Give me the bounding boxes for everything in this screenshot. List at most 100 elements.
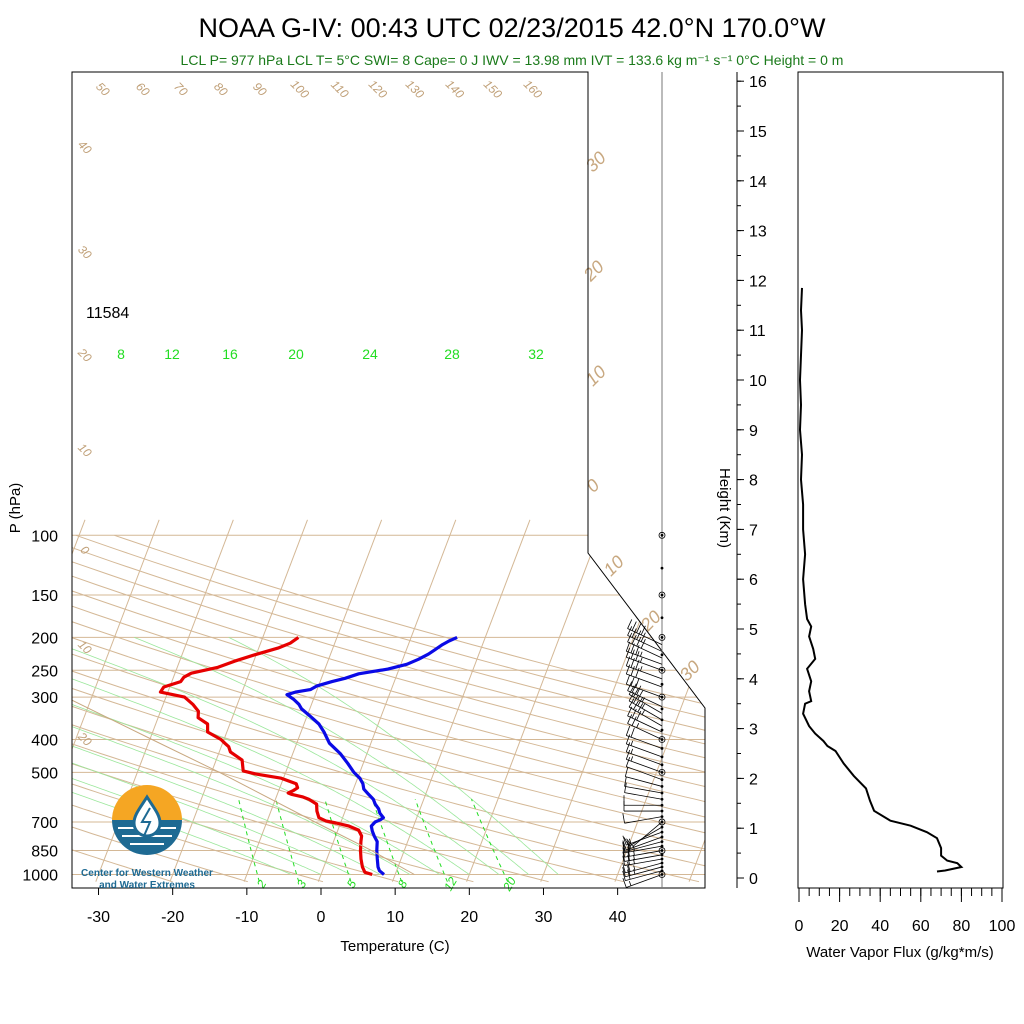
isotherm-line bbox=[614, 519, 705, 882]
wind-barb bbox=[628, 691, 663, 721]
wind-barb-flag bbox=[631, 634, 637, 645]
flux-tick-label: 80 bbox=[953, 918, 971, 935]
height-tick-label: 0 bbox=[749, 871, 758, 888]
wind-barb-flag bbox=[627, 846, 630, 857]
dry-adiabat-label: 10 bbox=[600, 552, 628, 580]
logo-drop-icon bbox=[132, 794, 162, 838]
wind-barb-flag bbox=[623, 837, 630, 847]
moist-adiabat-line bbox=[72, 647, 381, 875]
isotherm-label: 60 bbox=[133, 79, 153, 99]
mixing-ratio-label: 20 bbox=[500, 874, 519, 894]
wind-barb-half-flag bbox=[630, 756, 634, 762]
dry-adiabat-line bbox=[114, 534, 705, 883]
wind-level-dot bbox=[660, 636, 664, 639]
wind-level-dot bbox=[660, 857, 664, 861]
pressure-tick-label: 300 bbox=[31, 690, 58, 707]
moist-adiabat-line bbox=[72, 637, 470, 875]
isotherm-label: 30 bbox=[75, 242, 95, 262]
wind-barb-staff bbox=[624, 785, 663, 794]
skew-t-sounding-lines bbox=[72, 635, 458, 877]
height-tick-label: 1 bbox=[749, 821, 758, 838]
wind-barb bbox=[628, 685, 663, 714]
isotherm-line bbox=[169, 519, 308, 882]
wind-barb-staff bbox=[626, 735, 663, 749]
wind-barb-flag bbox=[631, 716, 637, 726]
dry-adiabat-line bbox=[72, 534, 549, 883]
dry-adiabat-label: 30 bbox=[582, 148, 610, 176]
wind-barb-staff bbox=[627, 715, 663, 733]
wind-barb-flag bbox=[624, 766, 629, 777]
flux-tick-label: 20 bbox=[831, 918, 849, 935]
mixing-ratio-label: 20 bbox=[288, 346, 304, 362]
wind-level-dot bbox=[660, 616, 664, 620]
pressure-tick-label: 500 bbox=[31, 765, 58, 782]
isotherm-line bbox=[317, 519, 457, 882]
chart-title: NOAA G-IV: 00:43 UTC 02/23/2015 42.0°N 1… bbox=[199, 13, 826, 43]
height-annotation: 11584 bbox=[86, 305, 129, 322]
flux-line bbox=[798, 287, 964, 873]
pressure-tick-label: 250 bbox=[31, 663, 58, 680]
wind-barb bbox=[625, 725, 663, 749]
wind-barb bbox=[625, 647, 663, 671]
wind-barb-flag bbox=[622, 835, 627, 846]
wind-barb-flag bbox=[633, 694, 639, 704]
wind-barb-half-flag bbox=[628, 838, 632, 844]
wind-barb-half-flag bbox=[630, 748, 634, 754]
wind-barb-staff bbox=[624, 854, 663, 862]
wind-barb-flag bbox=[625, 749, 631, 760]
wind-level-circle bbox=[658, 736, 666, 743]
mixing-ratio-line bbox=[238, 799, 260, 882]
height-tick-label: 13 bbox=[749, 224, 767, 241]
wind-barb bbox=[622, 861, 663, 874]
wind-barb-flag bbox=[635, 651, 640, 661]
wind-barb-staff bbox=[627, 641, 663, 659]
wind-barb-staff bbox=[626, 874, 663, 888]
wind-barb-staff bbox=[627, 690, 663, 708]
isotherm-label: 100 bbox=[288, 77, 312, 101]
wind-barb-staff bbox=[626, 836, 663, 851]
flux-tick-label: 100 bbox=[989, 918, 1016, 935]
wind-level-dot bbox=[660, 830, 664, 834]
temperature-tick-label: -30 bbox=[87, 909, 110, 926]
dry-adiabat-label: 20 bbox=[579, 257, 608, 286]
wind-barb bbox=[622, 831, 663, 846]
temperature-line bbox=[158, 636, 373, 877]
dewpoint-line bbox=[285, 635, 458, 876]
isotherm-label: 10 bbox=[75, 637, 95, 657]
wind-barb-staff bbox=[624, 858, 663, 866]
dry-adiabat-label: 30 bbox=[676, 657, 704, 685]
wind-level-circle bbox=[658, 531, 666, 539]
mixing-ratio-label: 28 bbox=[444, 346, 460, 362]
wind-barb-flag bbox=[627, 619, 633, 629]
wind-barb-flag bbox=[625, 757, 631, 767]
wind-barb-flag bbox=[625, 664, 631, 675]
wind-barb bbox=[627, 626, 663, 652]
mixing-ratio-line bbox=[371, 799, 403, 882]
mixing-ratio-label: 16 bbox=[222, 346, 238, 362]
wind-barb bbox=[627, 632, 663, 659]
wind-level-dot bbox=[660, 533, 664, 537]
wind-barb bbox=[626, 821, 663, 847]
flux-axis-label: Water Vapor Flux (g/kg*m/s) bbox=[806, 944, 994, 961]
wind-level-dot bbox=[660, 844, 664, 848]
temperature-tick-label: 30 bbox=[535, 909, 553, 926]
wind-barb-staff bbox=[626, 759, 663, 773]
wind-level-dot bbox=[660, 835, 664, 839]
wind-barb-flag bbox=[631, 621, 637, 631]
wind-barb bbox=[622, 874, 663, 888]
mixing-ratio-line bbox=[324, 799, 352, 882]
wind-barb-half-flag bbox=[640, 651, 643, 657]
height-tick-label: 11 bbox=[749, 323, 766, 340]
wind-barb-flag bbox=[631, 683, 637, 693]
wind-barb-staff bbox=[626, 831, 663, 846]
isotherm-label: 160 bbox=[521, 77, 545, 101]
isotherm-label: 140 bbox=[443, 77, 467, 101]
wind-barb-flag bbox=[625, 734, 631, 745]
mixing-ratio-line bbox=[471, 799, 509, 882]
dry-adiabat-line bbox=[75, 534, 705, 883]
wind-barb-flag bbox=[636, 685, 642, 695]
pressure-tick-label: 100 bbox=[31, 528, 58, 545]
wind-level-circle bbox=[658, 693, 666, 701]
flux-axis: 0 20 40 60 80 100 bbox=[795, 888, 1016, 935]
wind-barb-flag bbox=[627, 714, 633, 724]
